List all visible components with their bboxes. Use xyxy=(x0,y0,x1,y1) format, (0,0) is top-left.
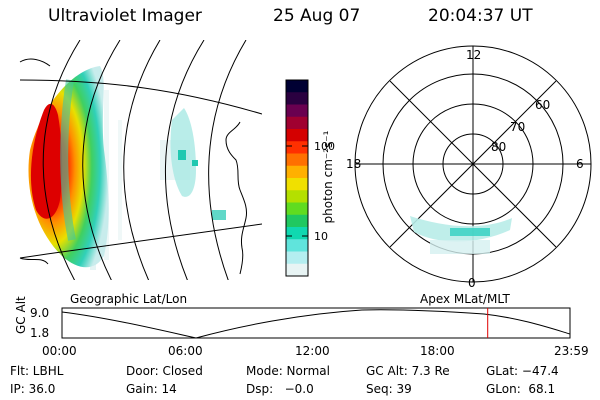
polar-lat-70: 70 xyxy=(510,120,526,134)
status-seq: Seq: 39 xyxy=(366,382,412,396)
altitude-xtick-1200: 12:00 xyxy=(295,344,330,358)
altitude-ytick-low: 1.8 xyxy=(30,326,50,340)
altitude-curve xyxy=(61,309,571,339)
colorbar-cell xyxy=(286,129,308,142)
colorbar-cell xyxy=(286,251,308,265)
altitude-xtick-0600: 06:00 xyxy=(168,344,203,358)
altitude-xtick-1800: 18:00 xyxy=(420,344,455,358)
colorbar-cell xyxy=(286,141,308,154)
colorbar-cell xyxy=(286,239,308,252)
polar-hour-0: 0 xyxy=(468,276,476,290)
status-gain: Gain: 14 xyxy=(126,382,177,396)
colorbar-cell xyxy=(286,190,308,203)
altitude-xtick-2359: 23:59 xyxy=(554,344,589,358)
colorbar-cell xyxy=(286,153,308,167)
geo-grid-longitude xyxy=(42,40,247,280)
geo-aurora-core xyxy=(30,103,63,219)
status-glat: GLat: −47.4 xyxy=(486,364,559,378)
colorbar-cell xyxy=(286,214,308,228)
colorbar-cell xyxy=(286,165,308,179)
colorbar-cell xyxy=(286,92,308,105)
status-mode: Mode: Normal xyxy=(246,364,330,378)
polar-lat-80: 80 xyxy=(491,140,507,154)
status-ip: IP: 36.0 xyxy=(10,382,56,396)
colorbar-cell xyxy=(286,263,308,277)
polar-projection-label: Apex MLat/MLT xyxy=(420,292,510,306)
polar-hour-18: 18 xyxy=(346,157,362,171)
polar-lat-60: 60 xyxy=(535,98,551,112)
colorbar-cell xyxy=(286,202,308,216)
colorbar-cell xyxy=(286,116,308,130)
polar-hour-12: 12 xyxy=(466,48,482,62)
status-filter: Flt: LBHL xyxy=(10,364,64,378)
colorbar-tick-high: 100 xyxy=(314,140,335,153)
instrument-title: Ultraviolet Imager xyxy=(48,6,202,26)
status-glon: GLon: 68.1 xyxy=(486,382,556,396)
geo-grid-latitude xyxy=(19,79,262,259)
colorbar-cell xyxy=(286,227,308,240)
colorbar-cell xyxy=(286,178,308,191)
status-gc-alt: GC Alt: 7.3 Re xyxy=(366,364,450,378)
status-dsp: Dsp: −0.0 xyxy=(246,382,314,396)
status-door: Door: Closed xyxy=(126,364,203,378)
altitude-ytick-high: 9.0 xyxy=(30,306,50,320)
geo-coastline xyxy=(225,121,247,275)
altitude-xtick-0000: 00:00 xyxy=(42,344,77,358)
colorbar-tick-low: 10 xyxy=(314,230,328,243)
colorbar-cell xyxy=(286,80,308,93)
polar-hour-6: 6 xyxy=(576,157,584,171)
observation-time: 20:04:37 UT xyxy=(428,6,533,26)
geo-projection-label: Geographic Lat/Lon xyxy=(70,292,188,306)
observation-date: 25 Aug 07 xyxy=(273,6,361,26)
colorbar-cell xyxy=(286,104,308,118)
altitude-ylabel: GC Alt xyxy=(14,296,28,334)
